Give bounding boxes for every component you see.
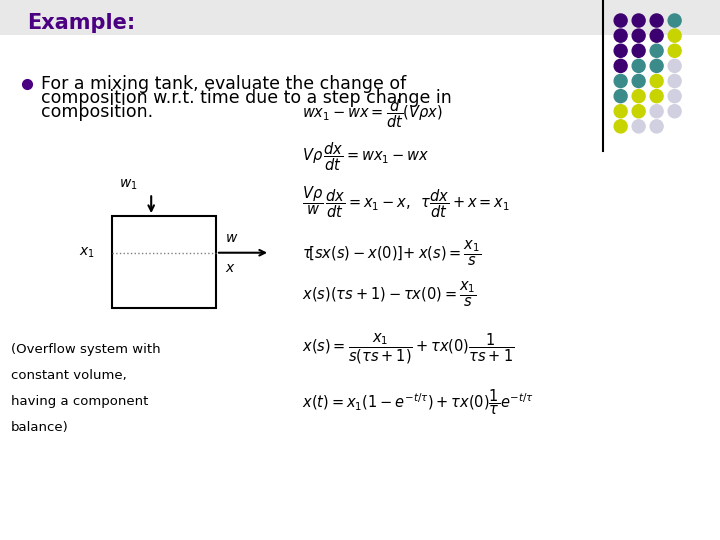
Ellipse shape bbox=[668, 14, 681, 27]
Text: $w_1$: $w_1$ bbox=[119, 177, 138, 192]
Text: $w$: $w$ bbox=[225, 231, 238, 245]
Ellipse shape bbox=[614, 90, 627, 103]
Ellipse shape bbox=[668, 44, 681, 57]
Ellipse shape bbox=[614, 44, 627, 57]
Ellipse shape bbox=[632, 44, 645, 57]
Ellipse shape bbox=[650, 29, 663, 42]
Text: balance): balance) bbox=[11, 421, 68, 434]
Ellipse shape bbox=[650, 14, 663, 27]
Text: $x$: $x$ bbox=[225, 261, 235, 275]
Ellipse shape bbox=[650, 90, 663, 103]
Text: having a component: having a component bbox=[11, 395, 148, 408]
FancyBboxPatch shape bbox=[112, 216, 216, 308]
Ellipse shape bbox=[614, 59, 627, 72]
Text: $x(t) = x_1(1 - e^{-t/\tau}) + \tau x(0)\dfrac{1}{\tau}e^{-t/\tau}$: $x(t) = x_1(1 - e^{-t/\tau}) + \tau x(0)… bbox=[302, 388, 534, 417]
Ellipse shape bbox=[650, 44, 663, 57]
Ellipse shape bbox=[614, 14, 627, 27]
Ellipse shape bbox=[668, 90, 681, 103]
Ellipse shape bbox=[632, 90, 645, 103]
Ellipse shape bbox=[650, 75, 663, 87]
Ellipse shape bbox=[668, 29, 681, 42]
Ellipse shape bbox=[650, 105, 663, 118]
Text: composition w.r.t. time due to a step change in: composition w.r.t. time due to a step ch… bbox=[41, 89, 451, 106]
Text: composition.: composition. bbox=[41, 103, 153, 120]
Ellipse shape bbox=[650, 59, 663, 72]
Text: $x_1$: $x_1$ bbox=[79, 246, 95, 260]
Text: $V\rho \,\dfrac{dx}{dt} = wx_1 - wx$: $V\rho \,\dfrac{dx}{dt} = wx_1 - wx$ bbox=[302, 140, 430, 173]
Text: $\tau\!\left[sx(s) - x(0)\right]\! + x(s) = \dfrac{x_1}{s}$: $\tau\!\left[sx(s) - x(0)\right]\! + x(s… bbox=[302, 239, 482, 268]
Text: For a mixing tank, evaluate the change of: For a mixing tank, evaluate the change o… bbox=[41, 75, 406, 92]
Ellipse shape bbox=[668, 59, 681, 72]
Text: $x(s)(\tau s + 1) - \tau x(0) = \dfrac{x_1}{s}$: $x(s)(\tau s + 1) - \tau x(0) = \dfrac{x… bbox=[302, 280, 477, 309]
Ellipse shape bbox=[668, 105, 681, 118]
Ellipse shape bbox=[632, 14, 645, 27]
Text: $wx_1 - wx = \dfrac{d}{dt}(V\rho x)$: $wx_1 - wx = \dfrac{d}{dt}(V\rho x)$ bbox=[302, 97, 444, 130]
Ellipse shape bbox=[614, 120, 627, 133]
Text: constant volume,: constant volume, bbox=[11, 369, 127, 382]
Ellipse shape bbox=[632, 105, 645, 118]
Ellipse shape bbox=[632, 75, 645, 87]
Ellipse shape bbox=[614, 29, 627, 42]
Text: $x(s) = \dfrac{x_1}{s(\tau s + 1)} + \tau x(0)\dfrac{1}{\tau s + 1}$: $x(s) = \dfrac{x_1}{s(\tau s + 1)} + \ta… bbox=[302, 331, 515, 366]
Ellipse shape bbox=[614, 105, 627, 118]
Text: $\dfrac{V\rho}{w}\,\dfrac{dx}{dt} = x_1 - x,\;\; \tau\dfrac{dx}{dt} + x = x_1$: $\dfrac{V\rho}{w}\,\dfrac{dx}{dt} = x_1 … bbox=[302, 185, 510, 220]
Ellipse shape bbox=[650, 120, 663, 133]
Ellipse shape bbox=[614, 75, 627, 87]
Text: (Overflow system with: (Overflow system with bbox=[11, 343, 161, 356]
Ellipse shape bbox=[632, 59, 645, 72]
Ellipse shape bbox=[632, 29, 645, 42]
Ellipse shape bbox=[668, 75, 681, 87]
Text: Example:: Example: bbox=[27, 12, 135, 33]
Bar bbox=[0, 0, 720, 35]
Ellipse shape bbox=[632, 120, 645, 133]
